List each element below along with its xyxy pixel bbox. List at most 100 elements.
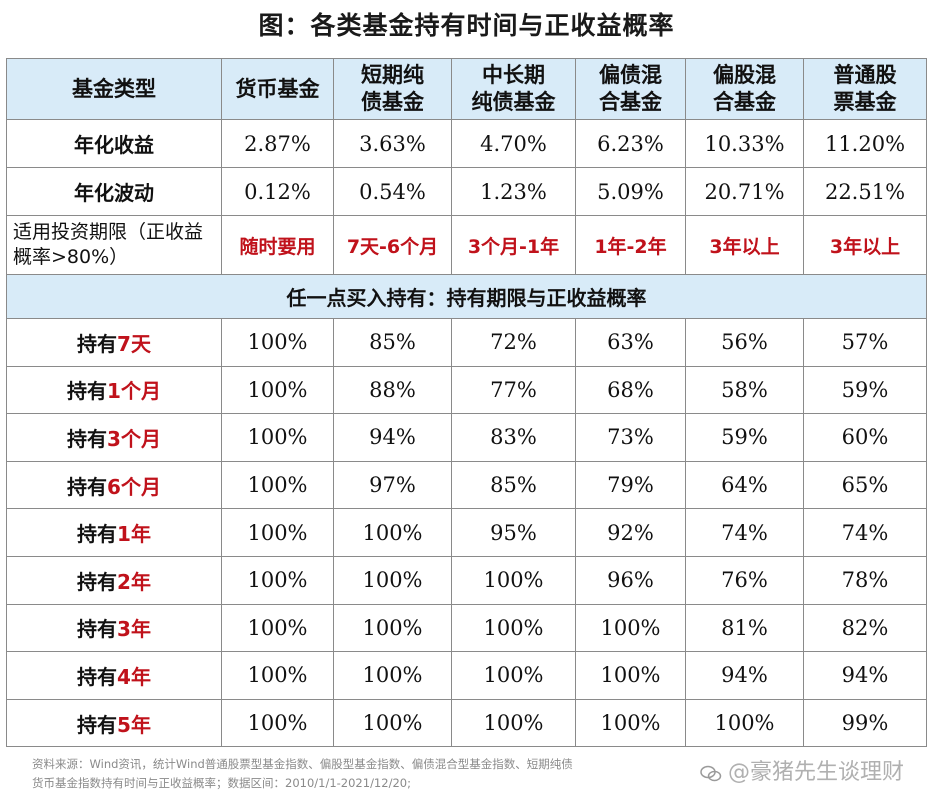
header-row: 基金类型 货币基金 短期纯 债基金 中长期 纯债基金 偏债混 合基金 偏股混 合基金 普通股… xyxy=(6,58,927,120)
holding-prefix: 持有 xyxy=(77,712,118,737)
watermark-text: @豪猪先生谈理财 xyxy=(728,760,905,785)
metric-value: 5.09% xyxy=(575,167,686,216)
probability-value: 94% xyxy=(685,651,804,700)
period-value: 3年以上 xyxy=(803,215,927,275)
probability-value: 100% xyxy=(575,651,686,700)
holding-term: 2年 xyxy=(117,569,151,594)
holding-prefix: 持有 xyxy=(77,664,118,689)
holding-row: 持有1年 100% 100% 95% 92% 74% 74% xyxy=(6,508,927,557)
probability-value: 79% xyxy=(575,460,686,510)
period-value: 1年-2年 xyxy=(575,215,686,275)
probability-value: 100% xyxy=(221,460,334,510)
holding-term: 4年 xyxy=(117,664,151,689)
metric-value: 3.63% xyxy=(333,119,452,168)
probability-value: 82% xyxy=(803,603,927,653)
header-fund-type: 中长期 纯债基金 xyxy=(451,58,576,120)
source-note: 资料来源：Wind资讯，统计Wind普通股票型基金指数、偏股型基金指数、偏债混合… xyxy=(32,755,692,793)
holding-prefix: 持有 xyxy=(77,617,118,642)
source-line-2: 货币基金指数持有时间与正收益概率；数据区间：2010/1/1-2021/12/2… xyxy=(32,776,411,790)
probability-value: 85% xyxy=(451,460,576,510)
period-value: 3年以上 xyxy=(685,215,804,275)
header-label: 基金类型 xyxy=(6,58,222,120)
probability-value: 100% xyxy=(221,318,334,367)
probability-value: 100% xyxy=(685,698,804,748)
holding-label: 持有3年 xyxy=(6,603,222,653)
probability-value: 81% xyxy=(685,603,804,653)
probability-value: 64% xyxy=(685,460,804,510)
period-value: 3个月-1年 xyxy=(451,215,576,275)
probability-value: 94% xyxy=(333,413,452,462)
holding-prefix: 持有 xyxy=(67,474,108,499)
probability-value: 68% xyxy=(575,365,686,415)
metric-value: 22.51% xyxy=(803,167,927,216)
header-fund-type: 短期纯 债基金 xyxy=(333,58,452,120)
holding-prefix: 持有 xyxy=(77,522,118,547)
metric-value: 6.23% xyxy=(575,119,686,168)
probability-value: 59% xyxy=(803,365,927,415)
probability-value: 100% xyxy=(221,555,334,605)
metric-value: 20.71% xyxy=(685,167,804,216)
holding-prefix: 持有 xyxy=(67,426,108,451)
probability-value: 95% xyxy=(451,508,576,557)
metric-label: 年化波动 xyxy=(6,167,222,216)
holding-label: 持有3个月 xyxy=(6,413,222,462)
probability-value: 100% xyxy=(451,555,576,605)
probability-value: 56% xyxy=(685,318,804,367)
probability-value: 83% xyxy=(451,413,576,462)
header-fund-type: 偏债混 合基金 xyxy=(575,58,686,120)
probability-value: 100% xyxy=(575,603,686,653)
probability-value: 100% xyxy=(221,603,334,653)
header-fund-type: 偏股混 合基金 xyxy=(685,58,804,120)
holding-term: 3个月 xyxy=(107,426,161,451)
probability-value: 100% xyxy=(333,603,452,653)
probability-value: 58% xyxy=(685,365,804,415)
holding-label: 持有1年 xyxy=(6,508,222,557)
holding-prefix: 持有 xyxy=(77,569,118,594)
probability-value: 65% xyxy=(803,460,927,510)
holding-row: 持有1个月 100% 88% 77% 68% 58% 59% xyxy=(6,365,927,415)
metric-value: 10.33% xyxy=(685,119,804,168)
holding-prefix: 持有 xyxy=(77,331,118,356)
holding-term: 3年 xyxy=(117,617,151,642)
probability-value: 100% xyxy=(333,651,452,700)
section-row: 任一点买入持有：持有期限与正收益概率 xyxy=(6,274,927,319)
holding-label: 持有2年 xyxy=(6,555,222,605)
holding-row: 持有6个月 100% 97% 85% 79% 64% 65% xyxy=(6,460,927,510)
metric-value: 11.20% xyxy=(803,119,927,168)
probability-value: 97% xyxy=(333,460,452,510)
holding-label: 持有1个月 xyxy=(6,365,222,415)
probability-value: 100% xyxy=(451,651,576,700)
source-line-1: 资料来源：Wind资讯，统计Wind普通股票型基金指数、偏股型基金指数、偏债混合… xyxy=(32,757,573,771)
probability-value: 100% xyxy=(333,698,452,748)
probability-value: 63% xyxy=(575,318,686,367)
holding-term: 1个月 xyxy=(107,379,161,404)
probability-value: 88% xyxy=(333,365,452,415)
period-value: 随时要用 xyxy=(221,215,334,275)
section-title: 任一点买入持有：持有期限与正收益概率 xyxy=(6,274,927,319)
holding-label: 持有6个月 xyxy=(6,460,222,510)
holding-prefix: 持有 xyxy=(67,379,108,404)
probability-value: 74% xyxy=(685,508,804,557)
page-title: 图：各类基金持有时间与正收益概率 xyxy=(258,11,675,40)
probability-value: 100% xyxy=(333,555,452,605)
header-fund-type: 货币基金 xyxy=(221,58,334,120)
probability-value: 77% xyxy=(451,365,576,415)
holding-term: 6个月 xyxy=(107,474,161,499)
probability-value: 78% xyxy=(803,555,927,605)
probability-value: 100% xyxy=(575,698,686,748)
metric-value: 0.12% xyxy=(221,167,334,216)
probability-value: 100% xyxy=(221,651,334,700)
probability-value: 76% xyxy=(685,555,804,605)
watermark: @豪猪先生谈理财 xyxy=(700,754,904,786)
metric-row: 年化波动 0.12% 0.54% 1.23% 5.09% 20.71% 22.51% xyxy=(6,167,927,216)
probability-value: 60% xyxy=(803,413,927,462)
holding-term: 1年 xyxy=(117,522,151,547)
probability-value: 96% xyxy=(575,555,686,605)
probability-value: 100% xyxy=(221,413,334,462)
probability-value: 100% xyxy=(221,698,334,748)
probability-value: 72% xyxy=(451,318,576,367)
metric-row: 年化收益 2.87% 3.63% 4.70% 6.23% 10.33% 11.20% xyxy=(6,119,927,168)
holding-label: 持有4年 xyxy=(6,651,222,700)
metric-value: 2.87% xyxy=(221,119,334,168)
probability-value: 57% xyxy=(803,318,927,367)
